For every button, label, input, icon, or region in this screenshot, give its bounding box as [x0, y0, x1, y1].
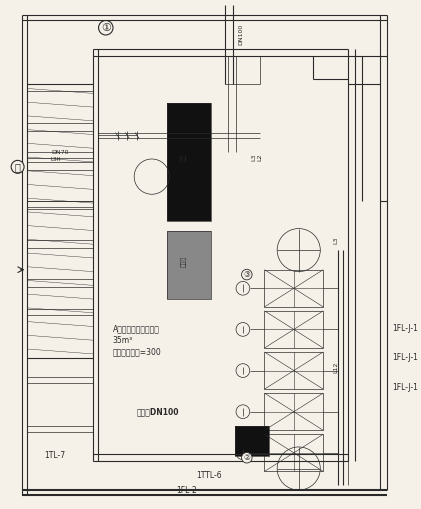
Bar — [264, 393, 323, 430]
Bar — [167, 231, 210, 299]
Text: A级生活用不锈锂水筱: A级生活用不锈锂水筱 — [113, 324, 160, 333]
Bar — [167, 103, 210, 221]
Text: 1FL-J-1: 1FL-J-1 — [392, 324, 418, 333]
Text: 电池盐: 电池盐 — [181, 256, 187, 267]
Text: 1FL-J-1: 1FL-J-1 — [392, 353, 418, 362]
Text: ②: ② — [243, 453, 250, 462]
Text: L3: L3 — [333, 237, 338, 244]
Text: ③: ③ — [243, 270, 250, 279]
Bar — [264, 311, 323, 348]
Text: 电池: 电池 — [181, 153, 187, 161]
Text: 1TL-7: 1TL-7 — [44, 451, 65, 460]
Bar — [235, 427, 269, 456]
Text: L12: L12 — [333, 362, 338, 373]
Text: 35m³: 35m³ — [113, 336, 133, 345]
Text: Ⓤ: Ⓤ — [15, 162, 21, 172]
Bar — [264, 352, 323, 389]
Text: DN70: DN70 — [51, 150, 69, 155]
Text: 放空管DN100: 放空管DN100 — [137, 407, 180, 416]
Text: DN100: DN100 — [238, 24, 243, 45]
Bar — [264, 270, 323, 307]
Text: ①: ① — [101, 23, 111, 33]
Bar — [167, 231, 210, 299]
Text: L3: L3 — [252, 153, 257, 161]
Bar — [167, 103, 210, 221]
Text: 1TTL-6: 1TTL-6 — [196, 471, 221, 480]
Text: 1FL-2: 1FL-2 — [176, 486, 197, 495]
Text: L2: L2 — [258, 153, 263, 161]
Bar — [235, 427, 269, 456]
Text: 水筱基底标高=300: 水筱基底标高=300 — [113, 348, 161, 356]
Bar — [264, 434, 323, 471]
Text: 1FL-J-1: 1FL-J-1 — [392, 383, 418, 392]
Text: L3H: L3H — [51, 157, 61, 162]
